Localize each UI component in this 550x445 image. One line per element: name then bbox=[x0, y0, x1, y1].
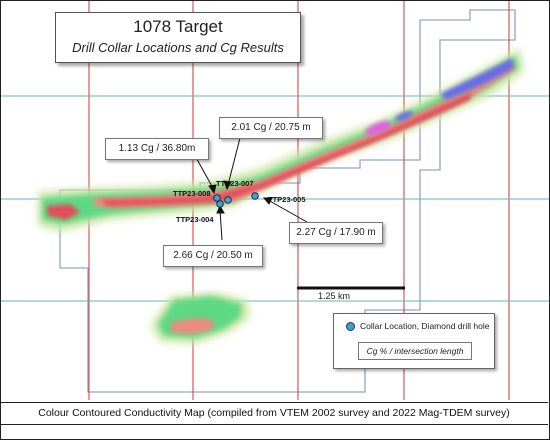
collar-TTP23-008[interactable] bbox=[213, 194, 221, 202]
result-callout-TTP23-007: 2.01 Cg / 20.75 m bbox=[219, 117, 323, 139]
collar-dot-icon bbox=[346, 321, 355, 331]
map-subtitle: Drill Collar Locations and Cg Results bbox=[72, 40, 284, 55]
collar-TTP23-004[interactable] bbox=[216, 200, 224, 208]
conductor-main bbox=[38, 48, 524, 232]
hole-label-TTP23-008: TTP23-008 bbox=[173, 189, 211, 198]
hole-label-TTP23-004: TTP23-004 bbox=[176, 215, 214, 224]
hole-label-TTP23-005: TTP23-005 bbox=[268, 195, 306, 204]
result-callout-TTP23-004: 2.66 Cg / 20.50 m bbox=[163, 245, 263, 267]
collar-TTP23-007[interactable] bbox=[224, 196, 232, 204]
conductor-south bbox=[150, 292, 250, 344]
callout-arrows bbox=[192, 137, 308, 241]
hole-label-TTP23-007: TTP23-007 bbox=[216, 179, 254, 188]
legend-collar-label: Collar Location, Diamond drill hole bbox=[360, 321, 490, 331]
result-callout-TTP23-008: 1.13 Cg / 36.80m bbox=[105, 138, 209, 160]
map-title: 1078 Target bbox=[133, 17, 223, 36]
result-callout-TTP23-005: 2.27 Cg / 17.90 m bbox=[289, 222, 383, 244]
map-caption: Colour Contoured Conductivity Map (compi… bbox=[0, 402, 548, 425]
scale-bar-label: 1.25 km bbox=[318, 291, 351, 301]
collar-TTP23-005[interactable] bbox=[251, 192, 259, 200]
legend-key-label: Cg % / intersection length bbox=[358, 342, 472, 360]
legend-collar-row: Collar Location, Diamond drill hole bbox=[346, 321, 489, 331]
map-title-box: 1078 Target Drill Collar Locations and C… bbox=[55, 12, 301, 63]
legend: Collar Location, Diamond drill hole Cg %… bbox=[333, 313, 495, 369]
collar-markers bbox=[213, 192, 259, 208]
